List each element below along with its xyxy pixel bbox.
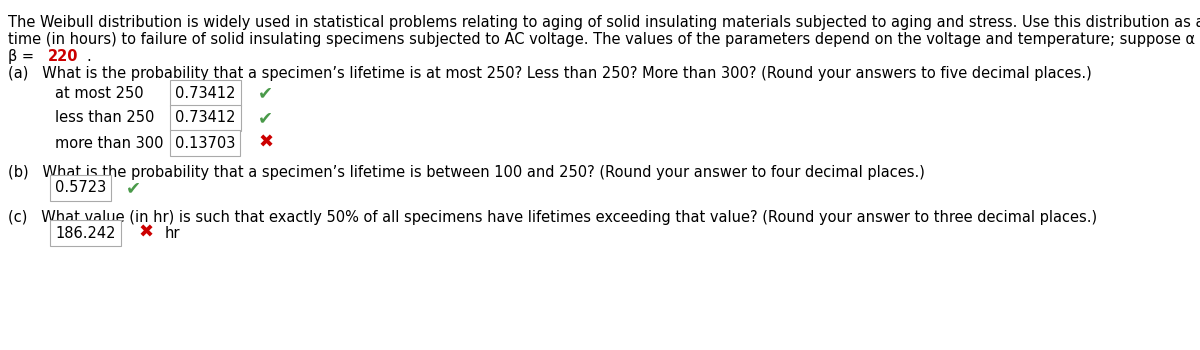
Text: 0.13703: 0.13703 [175, 135, 235, 150]
Text: at most 250: at most 250 [55, 85, 144, 100]
Text: ✖: ✖ [138, 224, 154, 242]
Text: ✔: ✔ [258, 109, 274, 127]
Text: ✔: ✔ [258, 84, 274, 102]
Text: 0.73412: 0.73412 [175, 85, 235, 100]
Text: hr: hr [164, 225, 180, 240]
Text: 220: 220 [48, 49, 78, 64]
Text: β =: β = [8, 49, 38, 64]
Text: ✔: ✔ [126, 179, 142, 197]
Text: (c)   What value (in hr) is such that exactly 50% of all specimens have lifetime: (c) What value (in hr) is such that exac… [8, 210, 1097, 225]
Text: .: . [86, 49, 91, 64]
Text: 0.73412: 0.73412 [175, 111, 235, 126]
Text: less than 250: less than 250 [55, 111, 155, 126]
Text: 186.242: 186.242 [55, 225, 115, 240]
Text: (a)   What is the probability that a specimen’s lifetime is at most 250? Less th: (a) What is the probability that a speci… [8, 66, 1092, 81]
Text: time (in hours) to failure of solid insulating specimens subjected to AC voltage: time (in hours) to failure of solid insu… [8, 32, 1200, 47]
Text: (b)   What is the probability that a specimen’s lifetime is between 100 and 250?: (b) What is the probability that a speci… [8, 165, 925, 180]
Text: ✖: ✖ [258, 134, 274, 152]
Text: more than 300: more than 300 [55, 135, 163, 150]
Text: The Weibull distribution is widely used in statistical problems relating to agin: The Weibull distribution is widely used … [8, 15, 1200, 30]
Text: 0.5723: 0.5723 [55, 181, 107, 196]
